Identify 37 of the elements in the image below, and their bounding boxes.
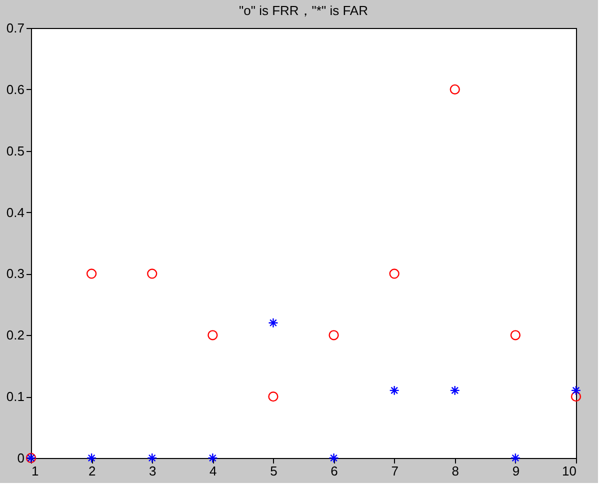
x-tick-label: 9 — [512, 464, 520, 478]
point — [86, 452, 97, 464]
x-tick-label: 8 — [452, 464, 460, 478]
point — [389, 385, 400, 396]
point — [510, 330, 521, 340]
y-tick-label: 0 — [17, 450, 24, 466]
point — [510, 452, 521, 464]
x-tick-label: 7 — [391, 464, 398, 478]
x-tick-label: 3 — [148, 464, 156, 478]
y-tick-label: 0.2 — [6, 328, 24, 343]
x-tick-label: 6 — [330, 464, 338, 478]
y-tick-label: 0.5 — [6, 143, 24, 158]
point — [450, 385, 460, 396]
x-tick-label: 4 — [210, 464, 217, 478]
x-tick-label: 2 — [88, 464, 96, 478]
y-tick-label: 0.4 — [6, 204, 24, 220]
point — [147, 452, 158, 464]
point — [328, 452, 339, 464]
y-tick-label: 0.3 — [6, 266, 24, 282]
point — [147, 268, 158, 279]
x-tick-label: 10 — [562, 464, 576, 478]
y-tick-label: 0.7 — [6, 20, 24, 36]
chart-title: "o" is FRR，"*" is FAR — [239, 3, 368, 18]
y-tick-label: 0.6 — [6, 82, 24, 97]
point — [268, 318, 278, 328]
x-tick-label: 5 — [270, 464, 278, 478]
y-tick-label: 0.1 — [6, 389, 24, 404]
point — [268, 392, 278, 402]
point — [570, 385, 582, 396]
point — [570, 392, 582, 402]
point — [328, 330, 339, 340]
point — [86, 268, 97, 279]
x-tick-label: 1 — [32, 464, 39, 478]
point — [208, 330, 218, 340]
point — [389, 268, 400, 279]
point — [208, 452, 218, 464]
point — [450, 84, 460, 94]
